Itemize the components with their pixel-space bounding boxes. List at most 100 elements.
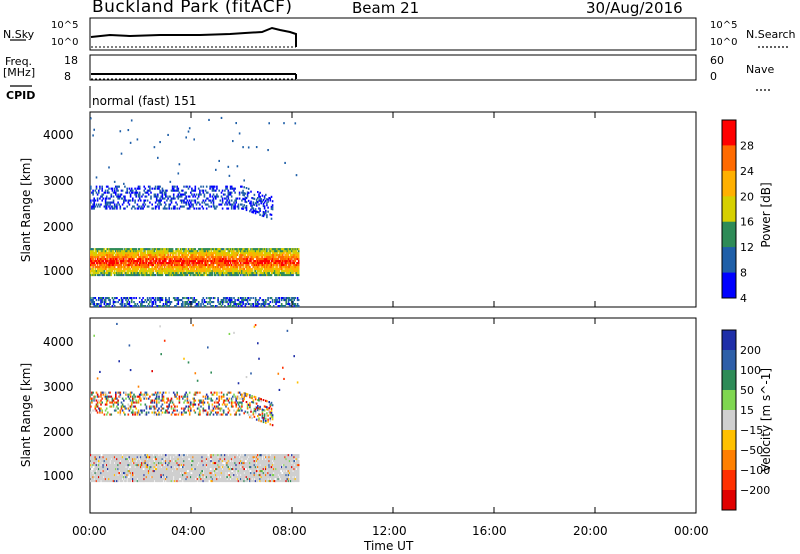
data-cell: [171, 460, 174, 463]
data-cell: [194, 254, 197, 257]
data-cell: [152, 270, 155, 273]
data-cell: [199, 193, 201, 196]
data-cell: [186, 258, 189, 261]
data-cell: [282, 254, 284, 257]
data-cell: [291, 250, 293, 253]
data-cell: [111, 205, 114, 208]
data-cell: [157, 156, 159, 159]
data-cell: [225, 260, 227, 263]
data-cell: [184, 262, 186, 265]
data-cell: [258, 193, 260, 196]
data-cell: [110, 252, 113, 255]
data-cell: [255, 272, 258, 275]
data-cell: [199, 268, 201, 271]
data-cell: [178, 458, 181, 461]
data-cell: [94, 480, 97, 483]
data-cell: [110, 187, 113, 190]
data-cell: [205, 264, 208, 267]
data-cell: [101, 185, 103, 188]
data-cell: [113, 264, 116, 267]
data-cell: [103, 258, 106, 261]
data-cell: [126, 470, 128, 473]
data-cell: [285, 262, 287, 265]
data-cell: [112, 264, 115, 267]
data-cell: [125, 474, 127, 477]
data-cell: [98, 458, 100, 461]
data-cell: [130, 264, 133, 267]
data-cell: [92, 274, 94, 277]
data-cell: [116, 258, 118, 261]
data-cell: [227, 248, 230, 251]
data-cell: [278, 262, 281, 265]
data-cell: [268, 122, 270, 125]
data-cell: [112, 272, 115, 275]
data-cell: [141, 456, 143, 459]
data-cell: [111, 248, 114, 251]
data-cell: [126, 464, 128, 467]
data-cell: [183, 454, 185, 457]
data-cell: [155, 474, 158, 477]
data-cell: [269, 264, 272, 267]
data-cell: [95, 409, 98, 412]
data-cell: [99, 205, 101, 208]
data-cell: [293, 305, 295, 308]
data-cell: [211, 262, 214, 265]
data-cell: [102, 454, 105, 457]
data-cell: [113, 466, 116, 469]
data-cell: [117, 476, 119, 479]
data-cell: [272, 254, 275, 257]
data-cell: [119, 464, 122, 467]
data-cell: [194, 248, 197, 251]
data-cell: [158, 250, 160, 253]
data-cell: [180, 272, 183, 275]
data-cell: [284, 250, 286, 253]
data-cell: [123, 462, 125, 465]
data-cell: [146, 266, 149, 269]
data-cell: [102, 297, 105, 300]
data-cell: [129, 395, 132, 398]
data-cell: [166, 266, 168, 269]
data-cell: [111, 462, 114, 465]
data-cell: [162, 303, 165, 306]
data-cell: [270, 195, 273, 198]
data-cell: [91, 397, 93, 400]
data-cell: [128, 468, 131, 471]
data-cell: [121, 462, 124, 465]
data-cell: [197, 193, 200, 196]
data-cell: [242, 189, 244, 192]
data-cell: [250, 252, 252, 255]
data-cell: [150, 464, 152, 467]
data-cell: [128, 393, 131, 396]
data-cell: [204, 250, 207, 253]
data-cell: [175, 260, 177, 263]
data-cell: [108, 252, 110, 255]
data-cell: [96, 474, 99, 477]
data-cell: [172, 189, 175, 192]
data-cell: [123, 464, 125, 467]
data-cell: [161, 274, 164, 277]
data-cell: [151, 401, 153, 404]
data-cell: [143, 397, 145, 400]
data-cell: [296, 258, 299, 261]
data-cell: [162, 462, 165, 465]
data-cell: [127, 264, 130, 267]
data-cell: [159, 454, 161, 457]
data-cell: [144, 462, 147, 465]
data-cell: [103, 462, 106, 465]
data-cell: [91, 391, 93, 394]
data-cell: [104, 468, 107, 471]
data-cell: [294, 248, 297, 251]
data-cell: [196, 201, 199, 204]
data-cell: [126, 266, 128, 269]
data-cell: [265, 270, 267, 273]
data-cell: [118, 252, 120, 255]
data-cell: [269, 199, 272, 202]
data-cell: [142, 207, 144, 210]
data-cell: [199, 252, 201, 255]
data-cell: [104, 476, 107, 479]
data-cell: [270, 254, 273, 257]
data-cell: [216, 252, 218, 255]
data-cell: [155, 480, 158, 483]
data-cell: [146, 470, 149, 473]
data-cell: [200, 270, 202, 273]
